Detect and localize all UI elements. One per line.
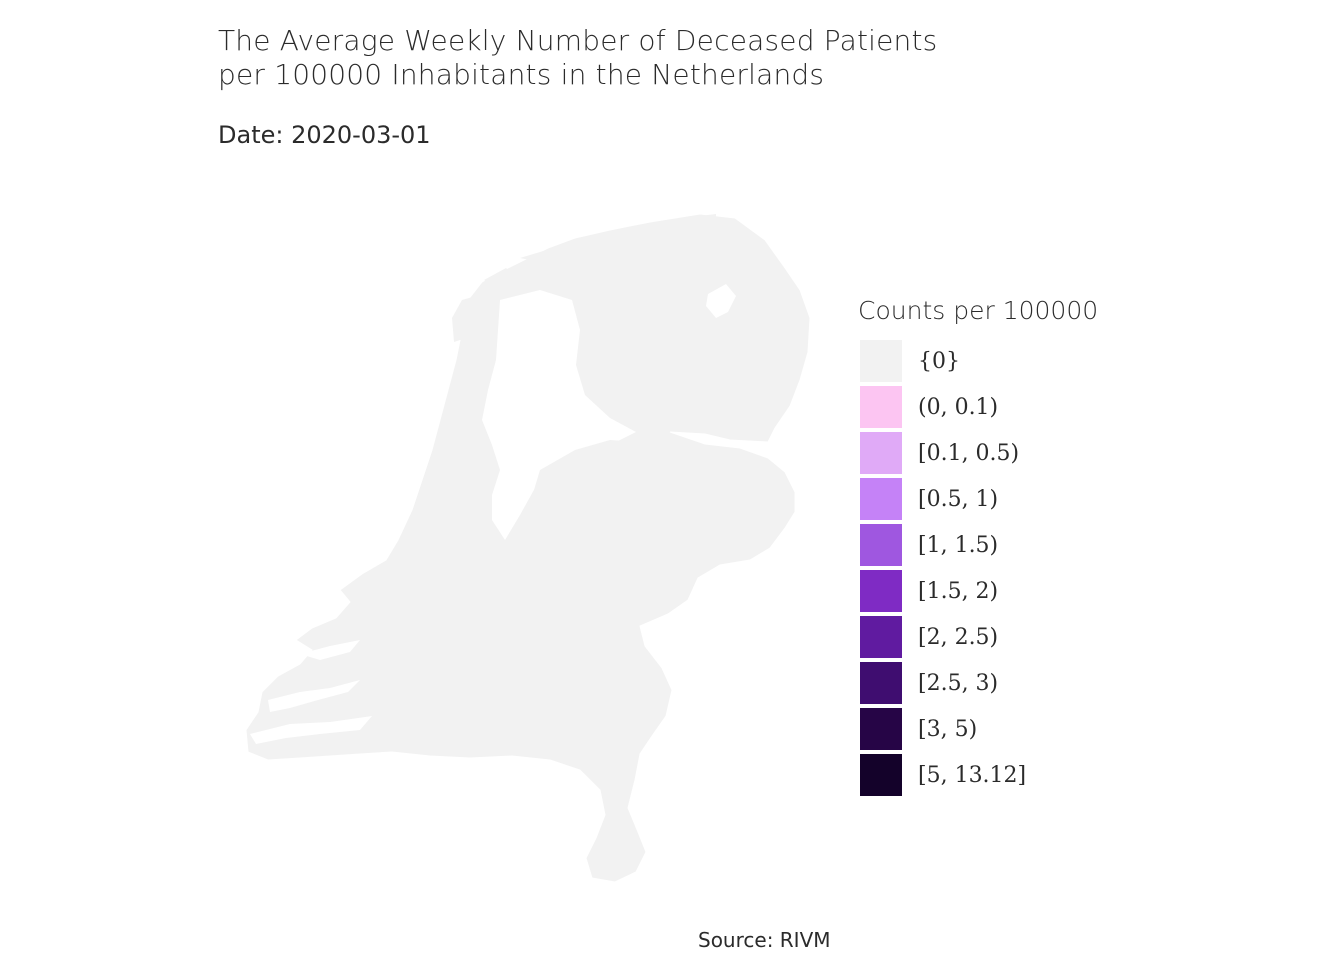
legend-swatch (860, 432, 902, 474)
legend-label: [2.5, 3) (918, 670, 999, 696)
legend-item: [0.5, 1) (858, 476, 1158, 522)
legend-item: {0} (858, 338, 1158, 384)
legend-item: [1.5, 2) (858, 568, 1158, 614)
legend-swatch (860, 524, 902, 566)
legend-label: [2, 2.5) (918, 624, 999, 650)
netherlands-map (245, 213, 811, 883)
map-shapes (245, 213, 811, 883)
map-region-schiermonnikoog (656, 224, 676, 234)
legend-label: [0.1, 0.5) (918, 440, 1020, 466)
map-water-ijsselmeer (482, 290, 636, 540)
legend-item: [2, 2.5) (858, 614, 1158, 660)
legend-item: [5, 13.12] (858, 752, 1158, 798)
legend-label: [3, 5) (918, 716, 978, 742)
legend-item: [0.1, 0.5) (858, 430, 1158, 476)
legend-label: (0, 0.1) (918, 394, 999, 420)
legend-swatch (860, 754, 902, 796)
legend-item: [1, 1.5) (858, 522, 1158, 568)
legend-label: [5, 13.12] (918, 762, 1027, 788)
map-region-vlieland (484, 268, 512, 286)
legend-item: [3, 5) (858, 706, 1158, 752)
legend-swatch (860, 616, 902, 658)
legend-title: Counts per 100000 (858, 296, 1099, 325)
map-water-oosterschelde (268, 680, 360, 712)
map-region-ameland (582, 236, 612, 246)
legend-label: [0.5, 1) (918, 486, 999, 512)
legend-swatch (860, 708, 902, 750)
map-region-flevoland (528, 440, 660, 532)
map-title-line-1: The Average Weekly Number of Deceased Pa… (218, 24, 938, 57)
legend-swatch (860, 570, 902, 612)
legend-swatch (860, 478, 902, 520)
map-region-rottumeroog (700, 214, 716, 222)
map-title: The Average Weekly Number of Deceased Pa… (218, 24, 937, 92)
map-water-dollard (706, 284, 736, 318)
legend-item: [2.5, 3) (858, 660, 1158, 706)
map-region-terschelling (520, 246, 574, 262)
legend-item: (0, 0.1) (858, 384, 1158, 430)
legend-swatch (860, 386, 902, 428)
legend-swatch (860, 662, 902, 704)
legend-label: [1, 1.5) (918, 532, 999, 558)
map-title-line-2: per 100000 Inhabitants in the Netherland… (218, 58, 825, 91)
legend-label: [1.5, 2) (918, 578, 999, 604)
map-legend: Counts per 100000 {0} (0, 0.1) [0.1, 0.5) [… (858, 294, 1158, 798)
source-caption: Source: RIVM (698, 928, 831, 952)
map-region-mainland (245, 213, 811, 883)
legend-label: {0} (918, 348, 960, 374)
map-water-haringvliet (300, 640, 360, 660)
legend-swatch (860, 340, 902, 382)
map-water-westerschelde (250, 716, 372, 744)
map-subtitle-date: Date: 2020-03-01 (218, 121, 431, 149)
legend-list: {0} (0, 0.1) [0.1, 0.5) [0.5, 1) [1, 1.5) [1.… (858, 338, 1158, 798)
map-region-texel (452, 296, 476, 342)
